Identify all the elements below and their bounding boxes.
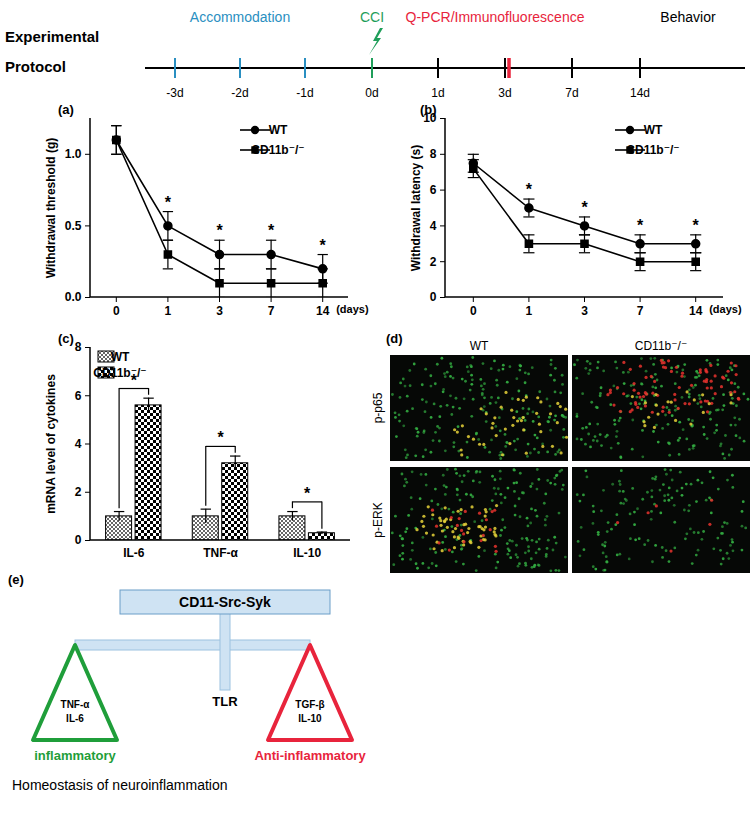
svg-text:(b): (b) — [420, 102, 437, 117]
svg-text:WT: WT — [269, 123, 288, 137]
svg-text:(a): (a) — [58, 102, 74, 117]
svg-text:Homeostasis of neuroinflammati: Homeostasis of neuroinflammation — [12, 777, 228, 793]
svg-text:*: * — [217, 429, 224, 446]
svg-text:IL-6: IL-6 — [123, 546, 145, 560]
svg-text:CD11b⁻/⁻: CD11b⁻/⁻ — [251, 143, 304, 157]
svg-text:*: * — [216, 222, 223, 239]
svg-text:Withdrawal latency (s): Withdrawal latency (s) — [409, 145, 423, 272]
svg-text:0.0: 0.0 — [65, 290, 82, 304]
svg-text:0: 0 — [75, 533, 82, 547]
svg-text:-1d: -1d — [296, 86, 313, 100]
svg-text:(c): (c) — [58, 331, 74, 346]
svg-text:8: 8 — [430, 147, 437, 161]
svg-text:(days): (days) — [336, 303, 369, 315]
svg-text:inflammatory: inflammatory — [34, 748, 116, 763]
svg-text:CCI: CCI — [360, 9, 384, 25]
svg-text:4: 4 — [75, 437, 82, 451]
svg-text:2: 2 — [75, 485, 82, 499]
svg-text:mRNA level of cytokines: mRNA level of cytokines — [44, 374, 58, 514]
svg-text:0: 0 — [430, 290, 437, 304]
svg-text:*: * — [581, 199, 588, 216]
svg-text:-2d: -2d — [231, 86, 248, 100]
svg-text:WT: WT — [470, 339, 489, 353]
svg-text:(e): (e) — [8, 572, 24, 587]
svg-text:*: * — [320, 237, 327, 254]
svg-text:WT: WT — [111, 350, 130, 364]
svg-text:3: 3 — [216, 304, 223, 318]
svg-text:Withdrawal threshold (g): Withdrawal threshold (g) — [44, 138, 58, 279]
svg-text:14: 14 — [689, 304, 703, 318]
svg-text:14d: 14d — [630, 86, 650, 100]
svg-text:10: 10 — [423, 111, 437, 125]
svg-text:p-p65: p-p65 — [371, 392, 385, 423]
svg-text:CD11-Src-Syk: CD11-Src-Syk — [179, 594, 271, 610]
svg-text:CD11b⁻/⁻: CD11b⁻/⁻ — [93, 366, 146, 380]
svg-text:*: * — [165, 194, 172, 211]
svg-text:CD11b⁻/⁻: CD11b⁻/⁻ — [635, 339, 687, 353]
svg-text:3: 3 — [581, 304, 588, 318]
svg-text:2: 2 — [430, 255, 437, 269]
svg-text:1d: 1d — [431, 86, 444, 100]
svg-text:14: 14 — [316, 304, 330, 318]
svg-text:(d): (d) — [386, 331, 403, 346]
svg-text:0: 0 — [113, 304, 120, 318]
svg-text:6: 6 — [430, 183, 437, 197]
svg-text:7: 7 — [268, 304, 275, 318]
svg-text:0: 0 — [470, 304, 477, 318]
svg-text:Protocol: Protocol — [5, 58, 66, 75]
svg-text:6: 6 — [75, 389, 82, 403]
svg-text:IL-10: IL-10 — [293, 546, 321, 560]
svg-text:Accommodation: Accommodation — [190, 9, 290, 25]
svg-text:7d: 7d — [565, 86, 578, 100]
svg-text:8: 8 — [75, 340, 82, 354]
svg-text:WT: WT — [644, 123, 663, 137]
svg-text:1: 1 — [165, 304, 172, 318]
svg-text:-3d: -3d — [166, 86, 183, 100]
svg-text:1.0: 1.0 — [65, 147, 82, 161]
svg-text:TLR: TLR — [212, 694, 238, 709]
svg-text:p-ERK: p-ERK — [371, 502, 385, 537]
svg-text:TGF-β: TGF-β — [295, 699, 324, 710]
svg-text:Anti-inflammatory: Anti-inflammatory — [254, 748, 366, 763]
svg-text:*: * — [268, 222, 275, 239]
svg-text:Q-PCR/Immunofluorescence: Q-PCR/Immunofluorescence — [406, 9, 585, 25]
svg-text:IL-10: IL-10 — [298, 713, 322, 724]
svg-text:*: * — [693, 217, 700, 234]
svg-text:TNF-α: TNF-α — [203, 546, 238, 560]
svg-text:IL-6: IL-6 — [66, 713, 84, 724]
svg-text:1: 1 — [526, 304, 533, 318]
svg-text:*: * — [637, 217, 644, 234]
svg-text:7: 7 — [637, 304, 644, 318]
svg-text:3d: 3d — [498, 86, 511, 100]
svg-text:*: * — [526, 181, 533, 198]
svg-text:Experimental: Experimental — [5, 28, 99, 45]
svg-text:Behavior: Behavior — [660, 9, 716, 25]
svg-text:CD11b⁻/⁻: CD11b⁻/⁻ — [626, 143, 679, 157]
svg-text:(days): (days) — [709, 303, 742, 315]
svg-text:TNF-α: TNF-α — [61, 699, 91, 710]
svg-text:0.5: 0.5 — [65, 219, 82, 233]
svg-text:*: * — [304, 485, 311, 502]
svg-text:0d: 0d — [365, 86, 378, 100]
svg-text:4: 4 — [430, 219, 437, 233]
